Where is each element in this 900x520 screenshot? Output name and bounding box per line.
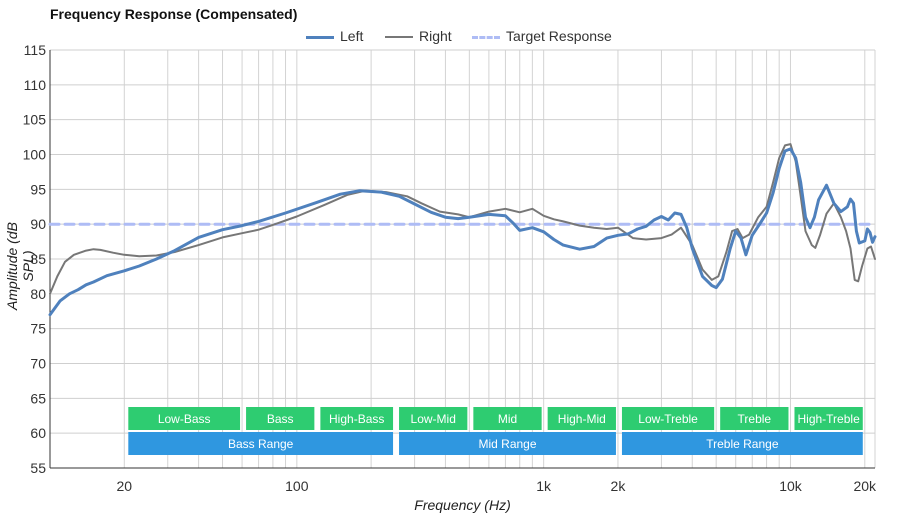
- y-tick-label: 90: [30, 216, 46, 232]
- y-tick-label: 75: [30, 321, 46, 337]
- legend-swatch-left: [306, 35, 334, 39]
- band-label: High-Bass: [329, 412, 384, 426]
- x-tick-label: 100: [285, 478, 309, 494]
- band-label: Mid: [498, 412, 517, 426]
- x-tick-label: 20: [117, 478, 133, 494]
- legend-item-left[interactable]: Left: [306, 27, 363, 45]
- legend-swatch-right: [385, 36, 413, 39]
- y-tick-label: 60: [30, 425, 46, 441]
- legend: Left Right Target Response: [0, 27, 900, 45]
- series-line-left: [48, 147, 877, 317]
- grid-lines: [49, 49, 876, 469]
- y-tick-label: 65: [30, 390, 46, 406]
- band-treble-range: [621, 432, 863, 455]
- band-label: High-Mid: [558, 412, 606, 426]
- frequency-bands: Low-Bass Bass High-Bass Low-Mid Mid High-Mid L…: [128, 407, 863, 455]
- band-high-treble: [794, 407, 863, 430]
- series-line-right: [49, 143, 876, 295]
- y-tick-label: 95: [30, 181, 46, 197]
- band-mid: [473, 407, 542, 430]
- x-axis-label: Frequency (Hz): [414, 497, 511, 513]
- legend-label-left: Left: [340, 28, 364, 44]
- band-high-bass: [320, 407, 394, 430]
- band-label: Bass Range: [228, 437, 294, 451]
- band-low-bass: [128, 407, 241, 430]
- y-tick-label: 85: [30, 251, 46, 267]
- band-treble: [720, 407, 789, 430]
- band-label: High-Treble: [798, 412, 861, 426]
- band-label: Low-Treble: [638, 412, 698, 426]
- band-label: Mid Range: [478, 437, 536, 451]
- y-tick-label: 55: [30, 460, 46, 476]
- band-low-mid: [399, 407, 468, 430]
- band-label: Treble: [738, 412, 772, 426]
- band-label: Bass: [267, 412, 294, 426]
- legend-item-target[interactable]: Target Response: [472, 27, 612, 45]
- band-bass-range: [128, 432, 394, 455]
- band-low-treble: [621, 407, 715, 430]
- x-tick-label: 10k: [779, 478, 803, 494]
- x-tick-label: 2k: [611, 478, 627, 494]
- band-label: Treble Range: [706, 437, 779, 451]
- y-tick-label: 110: [24, 77, 47, 93]
- legend-label-right: Right: [419, 28, 452, 44]
- y-tick-label: 100: [23, 147, 47, 163]
- y-tick-label: 70: [30, 356, 46, 372]
- chart-title: Frequency Response (Compensated): [50, 6, 298, 22]
- legend-label-target: Target Response: [506, 28, 612, 44]
- x-tick-label: 1k: [536, 478, 552, 494]
- band-label: Low-Bass: [158, 412, 211, 426]
- band-bass: [246, 407, 315, 430]
- y-tick-label: 105: [23, 112, 47, 128]
- y-tick-label: 115: [24, 42, 47, 58]
- band-high-mid: [547, 407, 616, 430]
- legend-item-right[interactable]: Right: [385, 27, 452, 45]
- band-label: Low-Mid: [411, 412, 456, 426]
- legend-swatch-target: [472, 35, 500, 39]
- y-tick-label: 80: [30, 286, 46, 302]
- x-tick-label: 20k: [853, 478, 877, 494]
- band-mid-range: [399, 432, 616, 455]
